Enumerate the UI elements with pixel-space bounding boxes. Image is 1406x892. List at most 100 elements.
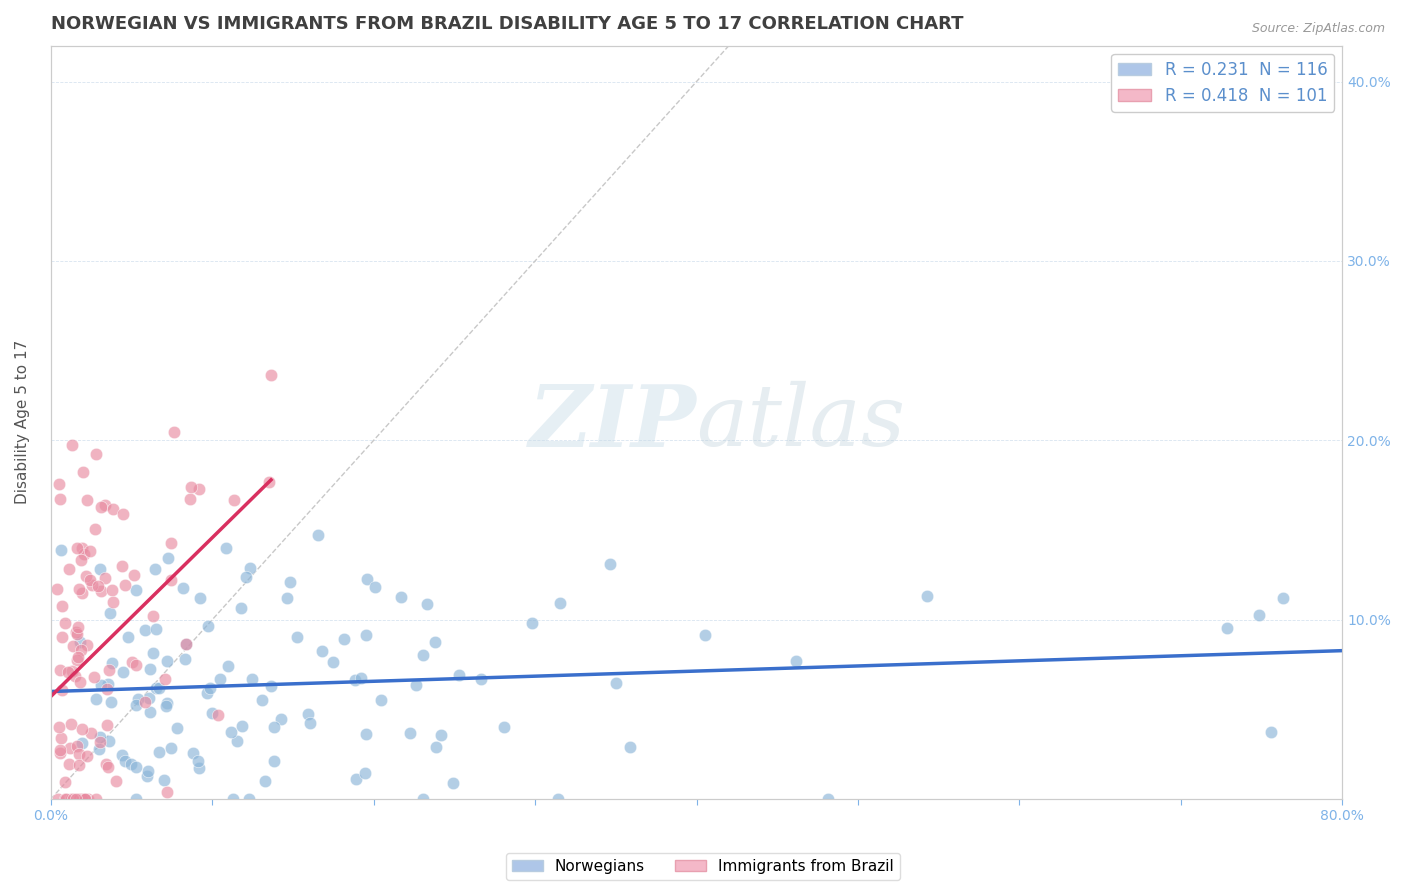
Point <box>69 675 91 690</box>
Point <box>142 608 165 623</box>
Point <box>159 536 181 550</box>
Point <box>332 632 354 646</box>
Point <box>114 754 136 768</box>
Point <box>67 582 90 596</box>
Point <box>58 561 80 575</box>
Point <box>55 792 77 806</box>
Point <box>56 665 79 679</box>
Point <box>79 543 101 558</box>
Point <box>322 655 344 669</box>
Point <box>156 551 179 566</box>
Point <box>135 768 157 782</box>
Point <box>100 656 122 670</box>
Point <box>441 776 464 790</box>
Point <box>156 785 179 799</box>
Point <box>124 568 146 582</box>
Point <box>353 766 375 780</box>
Legend: R = 0.231  N = 116, R = 0.418  N = 101: R = 0.231 N = 116, R = 0.418 N = 101 <box>1111 54 1334 112</box>
Point <box>183 746 205 760</box>
Point <box>98 663 121 677</box>
Point <box>67 758 90 772</box>
Point <box>124 582 146 597</box>
Point <box>356 572 378 586</box>
Point <box>72 541 94 556</box>
Point <box>179 492 201 507</box>
Point <box>70 553 93 567</box>
Point <box>297 707 319 722</box>
Point <box>79 573 101 587</box>
Point <box>53 792 76 806</box>
Point <box>101 595 124 609</box>
Point <box>96 681 118 696</box>
Point <box>77 792 100 806</box>
Point <box>354 727 377 741</box>
Point <box>221 724 243 739</box>
Point <box>160 573 183 587</box>
Point <box>155 654 177 668</box>
Y-axis label: Disability Age 5 to 17: Disability Age 5 to 17 <box>15 340 30 505</box>
Point <box>59 792 82 806</box>
Point <box>172 581 194 595</box>
Point <box>148 745 170 759</box>
Point <box>125 792 148 806</box>
Text: atlas: atlas <box>696 381 905 464</box>
Point <box>73 792 96 806</box>
Point <box>817 792 839 806</box>
Point <box>550 596 572 610</box>
Text: NORWEGIAN VS IMMIGRANTS FROM BRAZIL DISABILITY AGE 5 TO 17 CORRELATION CHART: NORWEGIAN VS IMMIGRANTS FROM BRAZIL DISA… <box>51 15 963 33</box>
Point <box>263 754 285 768</box>
Point <box>1216 621 1239 635</box>
Point <box>73 792 96 806</box>
Point <box>98 606 121 620</box>
Text: Source: ZipAtlas.com: Source: ZipAtlas.com <box>1251 22 1385 36</box>
Point <box>62 639 84 653</box>
Point <box>209 673 232 687</box>
Point <box>240 673 263 687</box>
Point <box>412 792 434 806</box>
Point <box>84 446 107 460</box>
Point <box>66 541 89 555</box>
Point <box>412 648 434 662</box>
Point <box>51 731 73 745</box>
Point <box>65 624 87 639</box>
Point <box>405 678 427 692</box>
Point <box>62 792 84 806</box>
Point <box>48 492 70 507</box>
Point <box>134 695 156 709</box>
Point <box>112 665 135 679</box>
Point <box>76 748 98 763</box>
Point <box>69 634 91 648</box>
Point <box>187 754 209 768</box>
Point <box>70 736 93 750</box>
Point <box>145 681 167 695</box>
Point <box>127 692 149 706</box>
Point <box>120 756 142 771</box>
Point <box>162 425 184 439</box>
Point <box>94 498 117 512</box>
Point <box>350 671 373 685</box>
Point <box>307 528 329 542</box>
Point <box>188 761 211 775</box>
Point <box>63 669 86 683</box>
Point <box>48 743 70 757</box>
Point <box>67 649 90 664</box>
Point <box>53 615 76 630</box>
Point <box>145 622 167 636</box>
Point <box>173 652 195 666</box>
Point <box>69 643 91 657</box>
Point <box>235 569 257 583</box>
Text: ZIP: ZIP <box>529 381 696 464</box>
Point <box>110 559 132 574</box>
Point <box>136 764 159 778</box>
Point <box>125 759 148 773</box>
Point <box>174 637 197 651</box>
Point <box>520 616 543 631</box>
Point <box>101 583 124 598</box>
Point <box>51 599 73 613</box>
Point <box>153 672 176 686</box>
Point <box>59 741 82 756</box>
Point <box>98 734 121 748</box>
Point <box>112 507 135 521</box>
Point <box>449 668 471 682</box>
Point <box>66 739 89 753</box>
